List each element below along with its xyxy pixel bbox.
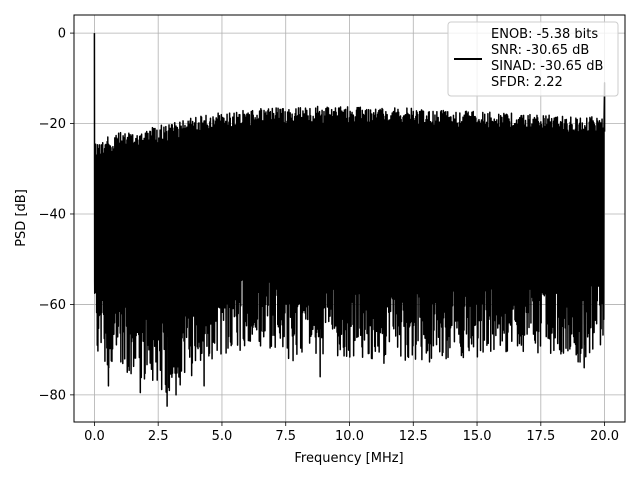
y-tick-label: −60: [39, 298, 66, 313]
axis-ticks: 0.0 2.5 5.0 7.5 10.0 12.5 15.0 17.5 20.0 0 −20 −40 −…: [39, 27, 620, 444]
x-tick-label: 12.5: [399, 429, 428, 444]
x-tick-label: 10.0: [335, 429, 364, 444]
y-tick-label: −20: [39, 117, 66, 132]
x-tick-label: 15.0: [463, 429, 492, 444]
x-tick-label: 17.5: [526, 429, 555, 444]
x-tick-label: 7.5: [275, 429, 296, 444]
legend-sfdr: SFDR: 2.22: [491, 75, 563, 90]
legend-box: [447, 21, 619, 97]
y-tick-label: −40: [39, 207, 66, 222]
y-tick-label: −80: [39, 388, 66, 403]
x-tick-label: 2.5: [148, 429, 169, 444]
legend-sinad: SINAD: -30.65 dB: [491, 59, 603, 74]
x-tick-label: 20.0: [590, 429, 619, 444]
psd-series-line: [93, 33, 606, 407]
y-tick-label: 0: [58, 27, 66, 42]
y-axis-label: PSD [dB]: [14, 189, 29, 247]
legend: ENOB: -5.38 bits SNR: -30.65 dB SINAD: -…: [447, 21, 619, 97]
data-layer: [93, 33, 606, 407]
legend-enob: ENOB: -5.38 bits: [491, 27, 598, 42]
x-tick-label: 0.0: [84, 429, 105, 444]
x-axis-label: Frequency [MHz]: [294, 451, 403, 466]
legend-snr: SNR: -30.65 dB: [491, 43, 589, 58]
x-tick-label: 5.0: [212, 429, 233, 444]
